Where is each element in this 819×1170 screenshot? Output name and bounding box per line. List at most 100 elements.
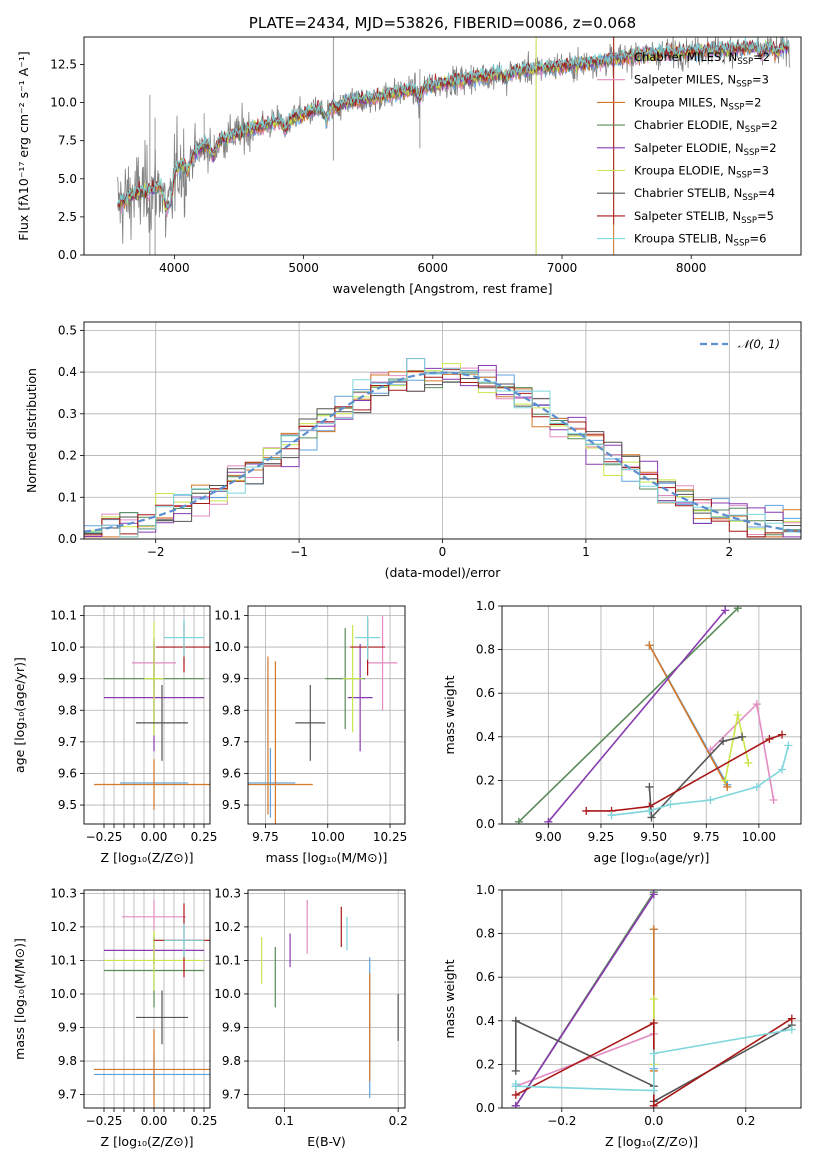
legend-suffix: =4 bbox=[758, 186, 775, 200]
x-tick-label: −2 bbox=[147, 545, 165, 559]
x-tick-label: 6000 bbox=[418, 261, 449, 275]
x-tick-label: 0.1 bbox=[275, 1114, 294, 1128]
series-point-salpeter-stelib bbox=[765, 734, 774, 743]
x-axis-label: Z [log₁₀(Z/Z⊙)] bbox=[101, 850, 194, 865]
x-tick-label: 9.75 bbox=[252, 830, 279, 844]
axes-frame bbox=[83, 889, 211, 1109]
errorbar-kroupa-elodie bbox=[104, 930, 204, 991]
y-tick-label: 0.4 bbox=[58, 365, 77, 379]
x-tick-label: 9.50 bbox=[640, 830, 667, 844]
y-tick-label: 0.0 bbox=[58, 248, 77, 262]
series-point-salpeter-miles bbox=[706, 745, 715, 754]
legend-entry-salpeter-miles: Salpeter MILES, NSSP=3 bbox=[634, 73, 769, 90]
series-point-kroupa-stelib bbox=[752, 782, 761, 791]
legend-entry-salpeter-elodie: Salpeter ELODIE, NSSP=2 bbox=[634, 141, 777, 158]
x-tick-label: 2 bbox=[725, 545, 733, 559]
y-tick-label: 9.9 bbox=[58, 1021, 77, 1035]
series-line-salpeter-elodie bbox=[547, 609, 726, 823]
series-point-kroupa-stelib bbox=[607, 811, 616, 820]
model-spectrum-salpeter-stelib bbox=[117, 39, 790, 208]
series-point-kroupa-stelib bbox=[666, 800, 675, 809]
axes-frame bbox=[83, 605, 211, 825]
legend-label: Kroupa STELIB, N bbox=[634, 232, 734, 246]
series-point-chabrier-stelib bbox=[719, 737, 728, 746]
legend-entry-kroupa-elodie: Kroupa ELODIE, NSSP=3 bbox=[634, 164, 769, 181]
x-tick-label: 0.25 bbox=[191, 830, 218, 844]
y-tick-label: 0.0 bbox=[58, 532, 77, 546]
series-point-chabrier-elodie bbox=[733, 606, 742, 613]
legend-entry-salpeter-stelib: Salpeter STELIB, NSSP=5 bbox=[634, 209, 774, 226]
y-tick-label: 0.2 bbox=[476, 773, 495, 787]
y-tick-label: 10.0 bbox=[50, 640, 77, 654]
y-tick-label: 0.3 bbox=[58, 407, 77, 421]
axes-frame bbox=[247, 889, 406, 1109]
errorbar-salpeter-miles bbox=[367, 615, 398, 711]
y-tick-label: 0.4 bbox=[476, 730, 495, 744]
legend-suffix: =2 bbox=[760, 141, 777, 155]
panel-3: −0.25 0.00 0.25 9.5 9.6 9.7 9.8 9.9 10.0 10.1 Z [l… bbox=[12, 605, 218, 865]
panel-1: 4000 5000 6000 7000 8000 0.0 2.5 5.0 7.5 10.0 12.5… bbox=[16, 36, 802, 296]
series-point-kroupa-elodie bbox=[721, 776, 730, 785]
x-axis-label: Z [log₁₀(Z/Z⊙)] bbox=[605, 1134, 698, 1149]
series-point-kroupa-stelib bbox=[778, 765, 787, 774]
y-tick-label: 10.3 bbox=[50, 886, 77, 900]
legend-sub: SSP bbox=[745, 125, 761, 135]
y-tick-label: 9.5 bbox=[222, 798, 241, 812]
series-point-kroupa-stelib bbox=[787, 1025, 796, 1034]
x-tick-label: 8000 bbox=[676, 261, 707, 275]
y-tick-label: 0.6 bbox=[476, 970, 495, 984]
series-point-salpeter-stelib bbox=[787, 1014, 796, 1023]
x-tick-label: 0.2 bbox=[389, 1114, 408, 1128]
x-tick-label: −0.2 bbox=[547, 1114, 576, 1128]
legend-sub: SSP bbox=[736, 171, 752, 181]
series-point-chabrier-stelib bbox=[511, 1016, 520, 1025]
axes-frame bbox=[247, 605, 406, 825]
y-tick-label: 0.4 bbox=[476, 1014, 495, 1028]
legend-label: Salpeter STELIB, N bbox=[634, 209, 741, 223]
y-tick-label: 10.1 bbox=[50, 608, 77, 622]
y-tick-label: 0.0 bbox=[476, 1101, 495, 1115]
x-tick-label: −0.25 bbox=[86, 830, 123, 844]
plot-area bbox=[84, 322, 801, 539]
histogram-salpeter-stelib bbox=[84, 369, 801, 539]
series-point-salpeter-stelib bbox=[649, 1101, 658, 1108]
series-point-kroupa-stelib bbox=[511, 1082, 520, 1091]
x-tick-label: 7000 bbox=[547, 261, 578, 275]
legend-label: Kroupa ELODIE, N bbox=[634, 164, 736, 178]
legend-label: Chabrier ELODIE, N bbox=[634, 118, 745, 132]
legend-entry-kroupa-stelib: Kroupa STELIB, NSSP=6 bbox=[634, 232, 766, 249]
y-tick-label: 9.6 bbox=[222, 766, 241, 780]
y-tick-label: 9.9 bbox=[58, 672, 77, 686]
y-axis-label: Normed distribution bbox=[24, 368, 39, 493]
y-tick-label: 1.0 bbox=[476, 599, 495, 613]
y-tick-label: 9.8 bbox=[222, 1054, 241, 1068]
legend-label: Chabrier STELIB, N bbox=[634, 186, 742, 200]
errorbar-kroupa-stelib bbox=[164, 618, 204, 657]
x-tick-label: 0.25 bbox=[191, 1114, 218, 1128]
x-tick-label: 0.0 bbox=[644, 1114, 663, 1128]
x-tick-label: 10.25 bbox=[373, 830, 407, 844]
panel-2: −2 −1 0 1 2 0.0 0.1 0.2 0.3 0.4 0.5 (data-model)/er… bbox=[24, 321, 802, 580]
y-tick-label: 10.0 bbox=[214, 640, 241, 654]
legend-entry-kroupa-miles: Kroupa MILES, NSSP=2 bbox=[634, 95, 761, 112]
x-axis-label: E(B-V) bbox=[307, 1134, 346, 1149]
errorbar-chabrier-stelib bbox=[136, 990, 188, 1045]
series-line-salpeter-miles bbox=[709, 702, 775, 801]
plot-area bbox=[84, 890, 210, 1108]
y-tick-label: 9.9 bbox=[222, 1021, 241, 1035]
legend-sub: SSP bbox=[742, 193, 758, 203]
y-tick-label: 9.9 bbox=[222, 672, 241, 686]
legend-suffix: =3 bbox=[752, 164, 769, 178]
x-axis-label: Z [log₁₀(Z/Z⊙)] bbox=[101, 1134, 194, 1149]
panel-4: 9.75 10.00 10.25 9.5 9.6 9.7 9.8 9.9 10.0 10.1 mas… bbox=[214, 605, 407, 865]
y-tick-label: 0.1 bbox=[58, 490, 77, 504]
series-point-salpeter-miles bbox=[769, 796, 778, 805]
errorbar-kroupa-miles bbox=[94, 1029, 210, 1108]
x-tick-label: 9.25 bbox=[588, 830, 615, 844]
series-point-kroupa-stelib bbox=[645, 806, 654, 815]
x-tick-label: 9.00 bbox=[535, 830, 562, 844]
plot-area bbox=[248, 890, 405, 1108]
y-tick-label: 10.0 bbox=[50, 987, 77, 1001]
x-tick-label: −0.25 bbox=[86, 1114, 123, 1128]
